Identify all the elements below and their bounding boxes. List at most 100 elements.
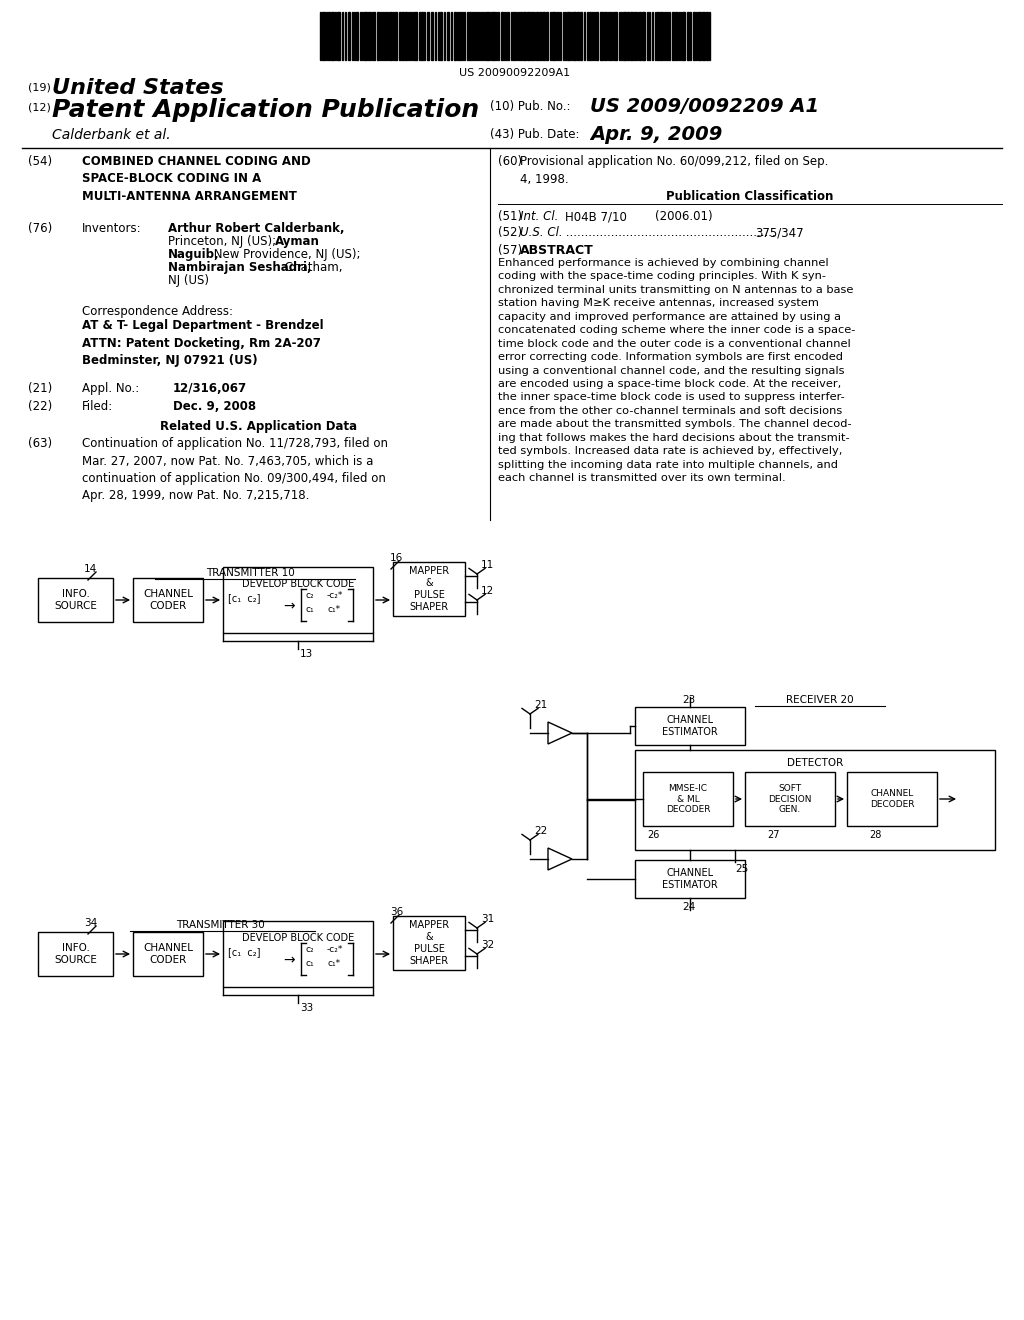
Text: MMSE-IC
& ML
DECODER: MMSE-IC & ML DECODER bbox=[666, 784, 711, 814]
Bar bbox=[639, 12, 641, 59]
Bar bbox=[531, 12, 534, 59]
Polygon shape bbox=[548, 722, 572, 744]
Bar bbox=[596, 12, 598, 59]
Text: DETECTOR: DETECTOR bbox=[786, 758, 843, 768]
Bar bbox=[573, 12, 575, 59]
Text: COMBINED CHANNEL CODING AND
SPACE-BLOCK CODING IN A
MULTI-ANTENNA ARRANGEMENT: COMBINED CHANNEL CODING AND SPACE-BLOCK … bbox=[82, 154, 310, 203]
Text: 26: 26 bbox=[647, 830, 659, 840]
Text: 16: 16 bbox=[390, 553, 403, 564]
Text: Arthur Robert Calderbank,: Arthur Robert Calderbank, bbox=[168, 222, 344, 235]
Bar bbox=[440, 12, 442, 59]
Bar bbox=[223, 921, 373, 987]
Text: 36: 36 bbox=[390, 907, 403, 917]
Text: ABSTRACT: ABSTRACT bbox=[520, 244, 594, 257]
Bar bbox=[38, 578, 113, 622]
Text: →: → bbox=[283, 953, 295, 968]
Text: (12): (12) bbox=[28, 102, 51, 112]
Bar bbox=[328, 12, 330, 59]
Bar bbox=[536, 12, 538, 59]
Text: Calderbank et al.: Calderbank et al. bbox=[52, 128, 171, 143]
Bar bbox=[492, 12, 495, 59]
Text: Chatham,: Chatham, bbox=[281, 261, 342, 275]
Bar bbox=[356, 12, 358, 59]
Bar bbox=[643, 772, 733, 826]
Text: Filed:: Filed: bbox=[82, 400, 114, 413]
Bar bbox=[745, 772, 835, 826]
Bar bbox=[414, 12, 417, 59]
Bar bbox=[337, 12, 340, 59]
Text: Appl. No.:: Appl. No.: bbox=[82, 381, 139, 395]
Text: H04B 7/10: H04B 7/10 bbox=[565, 210, 627, 223]
Text: DEVELOP BLOCK CODE: DEVELOP BLOCK CODE bbox=[242, 579, 354, 589]
Bar bbox=[589, 12, 591, 59]
Text: (63): (63) bbox=[28, 437, 52, 450]
Bar bbox=[642, 12, 645, 59]
Bar bbox=[660, 12, 662, 59]
Bar bbox=[687, 12, 689, 59]
Text: [c₁  c₂]: [c₁ c₂] bbox=[228, 593, 260, 603]
Bar bbox=[322, 12, 325, 59]
Bar bbox=[393, 562, 465, 616]
Bar bbox=[331, 12, 334, 59]
Text: TRANSMITTER 30: TRANSMITTER 30 bbox=[176, 920, 264, 931]
Bar bbox=[614, 12, 617, 59]
Bar bbox=[552, 12, 555, 59]
Text: -c₂*: -c₂* bbox=[327, 591, 343, 601]
Text: (60): (60) bbox=[498, 154, 522, 168]
Bar bbox=[634, 12, 636, 59]
Text: Ayman: Ayman bbox=[275, 235, 319, 248]
Bar bbox=[623, 12, 626, 59]
Text: 22: 22 bbox=[534, 826, 547, 836]
Bar bbox=[447, 12, 449, 59]
Text: 24: 24 bbox=[682, 902, 695, 912]
Bar bbox=[454, 12, 456, 59]
Text: c₁: c₁ bbox=[305, 960, 313, 968]
Bar bbox=[469, 12, 471, 59]
Text: →: → bbox=[283, 599, 295, 612]
Bar bbox=[513, 12, 515, 59]
Text: NJ (US): NJ (US) bbox=[168, 275, 209, 286]
Text: c₁*: c₁* bbox=[327, 960, 340, 968]
Text: 28: 28 bbox=[869, 830, 882, 840]
Bar bbox=[133, 578, 203, 622]
Bar bbox=[657, 12, 659, 59]
Text: [c₁  c₂]: [c₁ c₂] bbox=[228, 946, 260, 957]
Text: Related U.S. Application Data: Related U.S. Application Data bbox=[161, 420, 357, 433]
Text: New Providence, NJ (US);: New Providence, NJ (US); bbox=[210, 248, 360, 261]
Text: Provisional application No. 60/099,212, filed on Sep.
4, 1998.: Provisional application No. 60/099,212, … bbox=[520, 154, 828, 186]
Bar bbox=[609, 12, 611, 59]
Text: (76): (76) bbox=[28, 222, 52, 235]
Bar bbox=[399, 12, 401, 59]
Bar bbox=[133, 932, 203, 975]
Text: (51): (51) bbox=[498, 210, 522, 223]
Text: 31: 31 bbox=[481, 913, 495, 924]
Text: Inventors:: Inventors: bbox=[82, 222, 141, 235]
Text: 27: 27 bbox=[767, 830, 779, 840]
Bar bbox=[693, 12, 695, 59]
Bar bbox=[546, 12, 548, 59]
Text: 33: 33 bbox=[300, 1003, 313, 1012]
Text: 14: 14 bbox=[84, 564, 97, 574]
Text: Correspondence Address:: Correspondence Address: bbox=[82, 305, 233, 318]
Bar bbox=[364, 12, 367, 59]
Bar bbox=[38, 932, 113, 975]
Bar bbox=[393, 916, 465, 970]
Text: 21: 21 bbox=[534, 700, 547, 710]
Bar bbox=[406, 12, 407, 59]
Bar bbox=[390, 12, 392, 59]
Bar bbox=[348, 12, 350, 59]
Bar bbox=[368, 12, 370, 59]
Bar bbox=[459, 12, 461, 59]
Text: 32: 32 bbox=[481, 940, 495, 950]
Text: (10) Pub. No.:: (10) Pub. No.: bbox=[490, 100, 570, 114]
Bar bbox=[395, 12, 397, 59]
Bar bbox=[630, 12, 633, 59]
Bar bbox=[706, 12, 708, 59]
Bar bbox=[402, 12, 404, 59]
Text: (54): (54) bbox=[28, 154, 52, 168]
Text: DEVELOP BLOCK CODE: DEVELOP BLOCK CODE bbox=[242, 933, 354, 942]
Text: (21): (21) bbox=[28, 381, 52, 395]
Text: US 20090092209A1: US 20090092209A1 bbox=[460, 69, 570, 78]
Bar bbox=[698, 12, 701, 59]
Text: RECEIVER 20: RECEIVER 20 bbox=[786, 696, 854, 705]
